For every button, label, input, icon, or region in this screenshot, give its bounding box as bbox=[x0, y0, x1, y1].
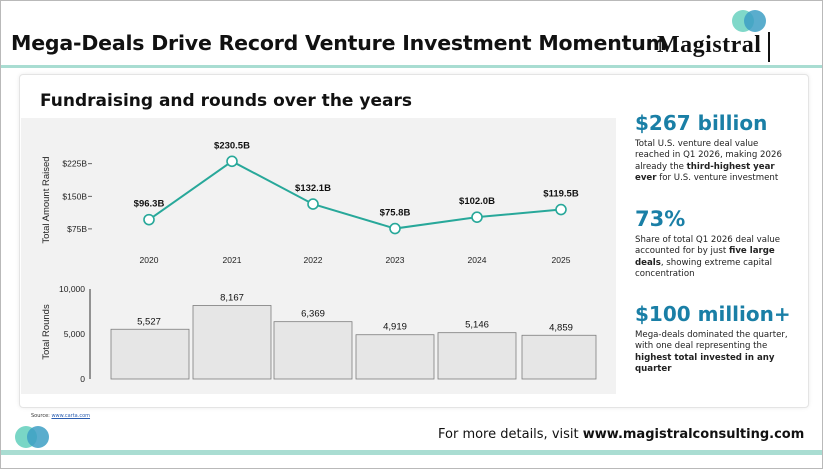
footer-circle-blue bbox=[27, 426, 49, 448]
line-x-tick-label: 2021 bbox=[223, 255, 242, 265]
stat-description: Mega-deals dominated the quarter, with o… bbox=[635, 330, 795, 375]
line-data-point bbox=[389, 222, 401, 235]
brand-divider bbox=[768, 32, 770, 62]
bar bbox=[437, 332, 517, 380]
bar bbox=[521, 334, 597, 380]
line-data-label: $75.8B bbox=[380, 208, 411, 219]
stat-text-highlight: highest total invested in any quarter bbox=[635, 352, 775, 374]
stat-block-1: $267 billion Total U.S. venture deal val… bbox=[635, 111, 795, 184]
bar-data-label: 5,146 bbox=[465, 320, 489, 331]
page-title: Mega-Deals Drive Record Venture Investme… bbox=[11, 31, 667, 55]
line-y-tick-label: $225B bbox=[62, 159, 87, 169]
line-data-label: $96.3B bbox=[134, 199, 165, 210]
line-y-tick-label: $150B bbox=[62, 191, 87, 201]
bar-y-tick-label: 0 bbox=[80, 374, 85, 384]
bar bbox=[110, 328, 190, 380]
bar-data-label: 4,919 bbox=[383, 322, 407, 333]
footer-link[interactable]: www.magistralconsulting.com bbox=[582, 427, 805, 442]
line-data-point bbox=[555, 203, 567, 216]
line-data-label: $119.5B bbox=[543, 189, 579, 200]
stat-text-highlight: third-highest year ever bbox=[635, 161, 775, 183]
source-note: Source: www.carta.com bbox=[31, 413, 90, 419]
bar-data-label: 6,369 bbox=[301, 309, 325, 320]
bar-y-tick-label: 10,000 bbox=[59, 284, 85, 294]
line-x-tick-label: 2022 bbox=[304, 255, 323, 265]
stat-text-part: for U.S. venture investment bbox=[656, 172, 779, 183]
bar-data-label: 8,167 bbox=[220, 292, 244, 303]
line-y-tick-label: $75B bbox=[67, 224, 87, 234]
stat-value: $100 million+ bbox=[635, 302, 791, 326]
top-divider bbox=[1, 65, 822, 68]
stat-text-part: , showing extreme capital concentration bbox=[635, 257, 773, 279]
footer-logo-circles-icon bbox=[15, 426, 51, 448]
stat-block-3: $100 million+ Mega-deals dominated the q… bbox=[635, 302, 795, 375]
footer-text: For more details, visit www.magistralcon… bbox=[438, 427, 804, 442]
bar bbox=[273, 321, 353, 380]
logo-circle-blue bbox=[744, 10, 766, 32]
brand-logo: Magistral bbox=[657, 32, 762, 58]
bar-data-label: 4,859 bbox=[549, 322, 573, 333]
line-series-path bbox=[148, 160, 562, 230]
bar-data-label: 5,527 bbox=[137, 316, 161, 327]
stat-description: Share of total Q1 2026 deal value accoun… bbox=[635, 235, 795, 280]
line-x-tick-label: 2025 bbox=[552, 255, 571, 265]
line-data-point bbox=[307, 198, 319, 210]
bar bbox=[355, 334, 435, 380]
line-data-label: $230.5B bbox=[214, 140, 250, 151]
line-data-point bbox=[143, 213, 155, 226]
logo-circles-icon bbox=[732, 10, 772, 32]
bar bbox=[192, 305, 272, 380]
line-x-tick-label: 2024 bbox=[468, 255, 487, 265]
stat-text-part: Total U.S. venture deal value reached in… bbox=[635, 139, 782, 172]
stat-text-part: Share of total Q1 2026 deal value accoun… bbox=[635, 235, 781, 257]
chart-section-title: Fundraising and rounds over the years bbox=[40, 91, 412, 111]
source-link[interactable]: www.carta.com bbox=[51, 413, 91, 419]
stat-value: 73% bbox=[635, 207, 686, 231]
line-data-point bbox=[471, 211, 483, 223]
stat-text-highlight: five large deals bbox=[635, 246, 775, 268]
line-x-tick-label: 2023 bbox=[386, 255, 405, 265]
source-label: Source: bbox=[31, 413, 50, 419]
line-data-label: $132.1B bbox=[295, 183, 331, 194]
bar-y-axis-label: Total Rounds bbox=[41, 304, 52, 360]
footer-prefix: For more details, visit bbox=[438, 427, 583, 442]
stat-value: $267 billion bbox=[635, 111, 768, 135]
stat-description: Total U.S. venture deal value reached in… bbox=[635, 139, 795, 184]
line-y-axis-label: Total Amount Raised bbox=[41, 156, 52, 243]
line-x-tick-label: 2020 bbox=[140, 255, 159, 265]
bar-y-tick-label: 5,000 bbox=[64, 329, 86, 339]
line-data-label: $102.0B bbox=[459, 196, 495, 207]
line-data-point bbox=[226, 155, 238, 168]
bottom-divider bbox=[1, 450, 822, 455]
stat-text-part: Mega-deals dominated the quarter, with o… bbox=[635, 330, 788, 352]
stat-block-2: 73% Share of total Q1 2026 deal value ac… bbox=[635, 207, 795, 280]
